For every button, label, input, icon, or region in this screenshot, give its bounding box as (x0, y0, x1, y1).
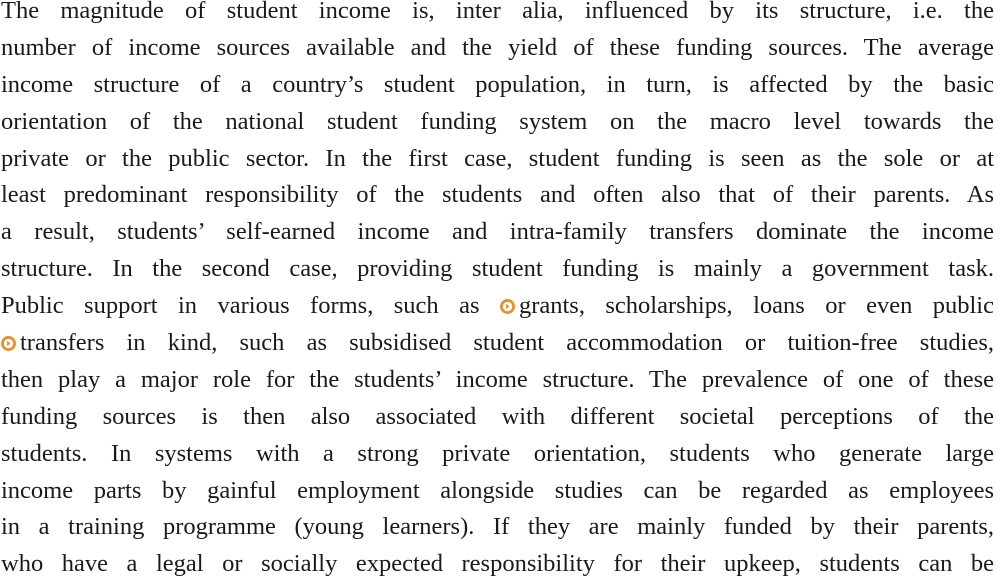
text: income parts by gainful employment along… (1, 476, 994, 504)
text-line: least predominant responsibility of the … (1, 177, 994, 214)
text: number of income sources available and t… (1, 33, 994, 61)
text: private or the public sector. In the fir… (1, 144, 994, 172)
text: least predominant responsibility of the … (1, 181, 994, 209)
text-line: Public support in various forms, such as… (1, 288, 994, 325)
text: a result, students’ self-earned income a… (1, 218, 994, 246)
text: funding sources is then also associated … (1, 402, 994, 430)
text: Public support in various forms, such as (1, 292, 480, 320)
text-line: then play a major role for the students’… (1, 362, 994, 399)
text-line: structure. In the second case, providing… (1, 251, 994, 288)
text: who have a legal or socially expected re… (1, 550, 994, 578)
text: The magnitude of student income is, inte… (1, 0, 994, 24)
link-icon[interactable] (1, 336, 16, 352)
text-line: funding sources is then also associated … (1, 399, 994, 436)
text: grants, scholarships, loans or even publ… (518, 292, 994, 320)
text: structure. In the second case, providing… (1, 255, 994, 283)
text-line: transfers in kind, such as subsidised st… (1, 325, 994, 362)
text-line: who have a legal or socially expected re… (1, 546, 994, 583)
text-line: orientation of the national student fund… (1, 104, 994, 141)
text-line: in a training programme (young learners)… (1, 509, 994, 546)
text-line: students. In systems with a strong priva… (1, 436, 994, 473)
text: transfers in kind, such as subsidised st… (20, 329, 994, 357)
text: in a training programme (young learners)… (1, 513, 994, 541)
text-line: income parts by gainful employment along… (1, 473, 994, 510)
text: then play a major role for the students’… (1, 365, 994, 393)
text: students. In systems with a strong priva… (1, 439, 994, 467)
text: orientation of the national student fund… (1, 107, 994, 135)
text-line: The magnitude of student income is, inte… (1, 0, 994, 30)
text-line: income structure of a country’s student … (1, 67, 994, 104)
text-line: number of income sources available and t… (1, 30, 994, 67)
text-line: a result, students’ self-earned income a… (1, 214, 994, 251)
text-line: private or the public sector. In the fir… (1, 141, 994, 178)
text: income structure of a country’s student … (1, 70, 994, 98)
link-icon[interactable] (499, 299, 515, 315)
